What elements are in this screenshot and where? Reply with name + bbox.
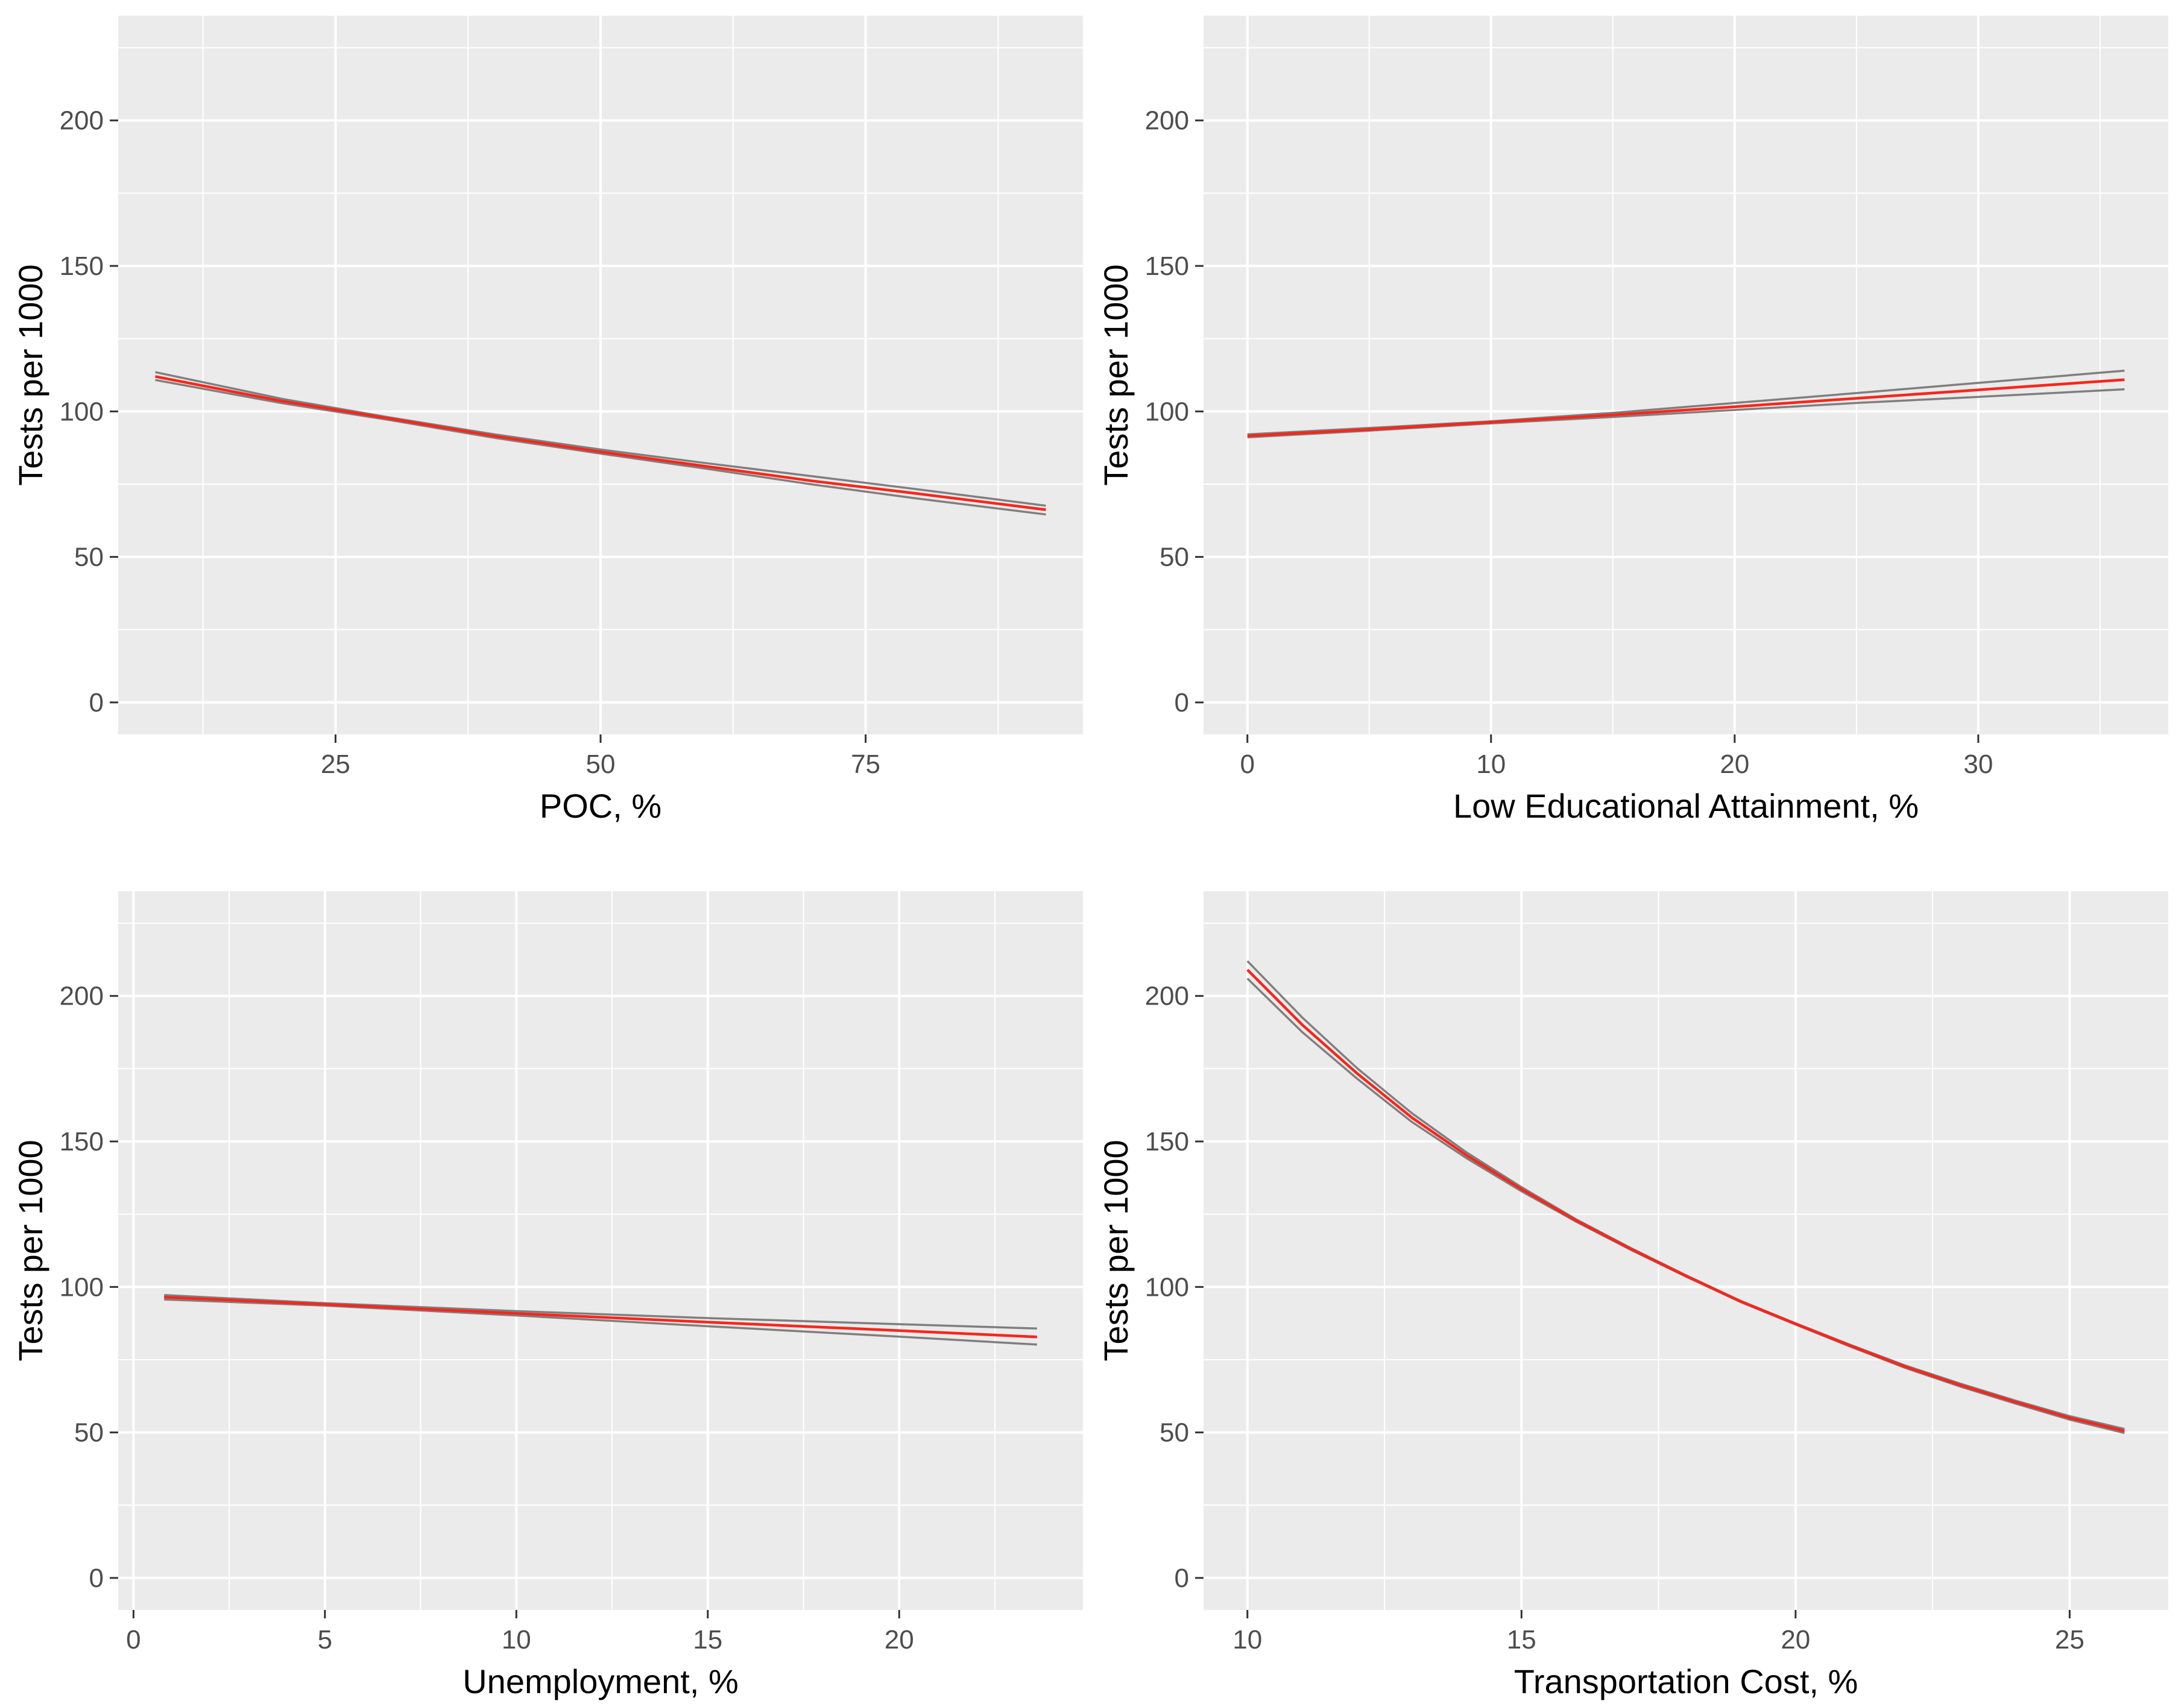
- x-tick-label: 30: [1963, 749, 1993, 779]
- series-line-fit: [1246, 968, 2125, 1433]
- x-tick-label: 10: [502, 1625, 531, 1655]
- x-axis-title: POC, %: [540, 787, 661, 825]
- y-tick-label: 200: [60, 982, 104, 1011]
- x-tick-label: 10: [1476, 749, 1506, 779]
- x-tick-label: 20: [1781, 1625, 1810, 1655]
- x-tick-label: 10: [1232, 1625, 1262, 1655]
- x-tick-label: 20: [885, 1625, 914, 1655]
- y-tick-label: 150: [60, 251, 104, 281]
- x-tick-label: 25: [2055, 1625, 2085, 1655]
- y-tick-label: 150: [1145, 251, 1189, 281]
- panel-unemployment: 0 50 100 150 200 0 5 10 15 20 Unemployment, % Tests…: [11, 891, 1083, 1700]
- x-tick-label: 15: [693, 1625, 722, 1655]
- x-tick-label: 50: [586, 749, 616, 779]
- panel-background: [118, 891, 1083, 1610]
- x-tick-label: 25: [321, 749, 350, 779]
- x-tick-label: 5: [318, 1625, 332, 1655]
- y-tick-label: 0: [1175, 688, 1189, 718]
- series-line-fit: [155, 375, 1046, 511]
- y-tick-label: 100: [60, 1272, 104, 1302]
- x-tick-label: 0: [1240, 749, 1254, 779]
- x-tick-label: 15: [1507, 1625, 1536, 1655]
- y-tick-label: 50: [1160, 1418, 1189, 1448]
- y-tick-label: 50: [1160, 543, 1189, 572]
- y-tick-label: 200: [60, 106, 104, 136]
- series-line-ci-lower: [155, 379, 1046, 516]
- y-tick-label: 100: [60, 397, 104, 426]
- series-line-fit: [1247, 378, 2125, 438]
- y-tick-label: 50: [74, 543, 104, 572]
- series-line-ci-upper: [155, 371, 1046, 507]
- panel-background: [1204, 891, 2168, 1610]
- x-axis-title: Transportation Cost, %: [1514, 1662, 1858, 1700]
- panel-poc: 0 50 100 150 200 25 50 75 POC, % Tests per 1000: [11, 16, 1083, 825]
- y-tick-label: 0: [89, 688, 104, 718]
- x-axis-title: Low Educational Attainment, %: [1453, 787, 1919, 825]
- y-axis-title: Tests per 1000: [1097, 264, 1135, 485]
- y-tick-label: 50: [74, 1418, 104, 1448]
- y-tick-label: 0: [89, 1564, 104, 1593]
- x-axis-title: Unemployment, %: [462, 1662, 739, 1700]
- y-tick-label: 100: [1145, 1272, 1189, 1302]
- y-tick-label: 0: [1175, 1564, 1189, 1593]
- panel-education: 0 50 100 150 200 0 10 20 30 Low Educational Attai…: [1097, 16, 2168, 825]
- y-tick-label: 100: [1145, 397, 1189, 426]
- panel-background: [1204, 16, 2168, 734]
- y-axis-title: Tests per 1000: [11, 1140, 49, 1361]
- series-line-fit: [164, 1295, 1037, 1339]
- y-tick-label: 150: [60, 1127, 104, 1157]
- x-tick-label: 75: [851, 749, 880, 779]
- y-tick-label: 200: [1145, 106, 1189, 136]
- y-axis-title: Tests per 1000: [1097, 1140, 1135, 1361]
- panel-transportation: 0 50 100 150 200 10 15 20 25 Transportation Cost,…: [1097, 891, 2168, 1700]
- y-tick-label: 200: [1145, 982, 1189, 1011]
- y-tick-label: 150: [1145, 1127, 1189, 1157]
- x-tick-label: 20: [1720, 749, 1749, 779]
- y-axis-title: Tests per 1000: [11, 264, 49, 485]
- x-tick-label: 0: [126, 1625, 140, 1655]
